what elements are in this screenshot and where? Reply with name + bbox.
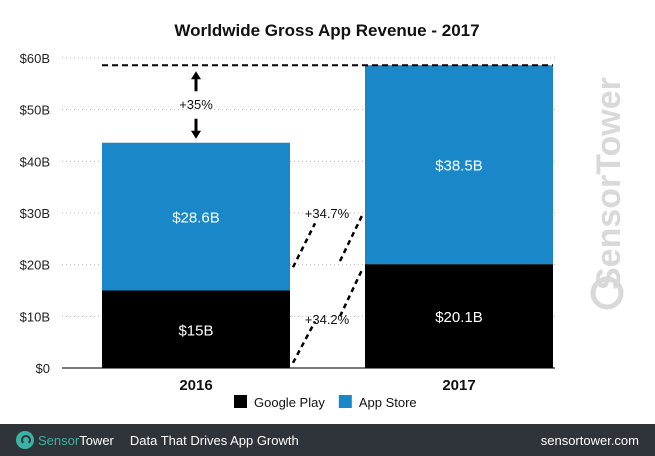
sensortower-logo: Sensor Tower bbox=[16, 431, 114, 449]
legend-label: Google Play bbox=[254, 395, 325, 410]
y-tick-label: $10B bbox=[20, 309, 50, 324]
bar-data-label: $15B bbox=[178, 322, 213, 339]
sensortower-logo-icon bbox=[16, 431, 34, 449]
tagline: Data That Drives App Growth bbox=[129, 432, 299, 448]
google-play-growth-label: +34.2% bbox=[305, 312, 350, 327]
legend-swatch bbox=[234, 395, 247, 408]
total-growth-label: +35% bbox=[179, 97, 213, 112]
legend-swatch bbox=[338, 395, 352, 408]
y-tick-label: $20B bbox=[20, 258, 50, 273]
bar-data-label: $38.5B bbox=[435, 158, 483, 175]
watermark: SensorTower bbox=[590, 77, 628, 290]
arrow-up-icon bbox=[191, 71, 201, 92]
site-link[interactable]: sensortower.com bbox=[540, 432, 639, 448]
bar-app-store bbox=[102, 142, 290, 291]
footer: Sensor Tower Data That Drives App Growth … bbox=[0, 424, 655, 456]
watermark-logo-icon bbox=[590, 276, 624, 310]
y-tick-label: $0 bbox=[36, 361, 50, 376]
app-store-growth-line bbox=[291, 222, 317, 268]
app-store-growth-line-2 bbox=[338, 215, 364, 262]
y-tick-label: $30B bbox=[20, 206, 50, 221]
chart-title: Worldwide Gross App Revenue - 2017 bbox=[174, 21, 479, 40]
bar-google-play bbox=[102, 290, 290, 368]
bar-data-label: $28.6B bbox=[172, 210, 220, 227]
brand-tower: Tower bbox=[79, 432, 114, 448]
x-tick-label: 2017 bbox=[442, 377, 475, 394]
bar-app-store bbox=[365, 65, 553, 265]
y-tick-label: $60B bbox=[20, 51, 50, 66]
chart: Worldwide Gross App Revenue - 2017 $0 $10… bbox=[20, 21, 628, 410]
bar-data-label: $20.1B bbox=[435, 309, 483, 326]
y-tick-label: $40B bbox=[20, 154, 50, 169]
google-play-growth-line-2 bbox=[338, 269, 364, 317]
x-tick-label: 2016 bbox=[179, 377, 212, 394]
app-store-growth-label: +34.7% bbox=[305, 206, 350, 221]
brand-sensor: Sensor bbox=[38, 432, 80, 448]
y-tick-label: $50B bbox=[20, 103, 50, 118]
bar-google-play bbox=[365, 264, 553, 368]
arrow-down-icon bbox=[191, 118, 201, 139]
google-play-growth-line bbox=[291, 320, 317, 364]
legend-label: App Store bbox=[359, 395, 417, 410]
